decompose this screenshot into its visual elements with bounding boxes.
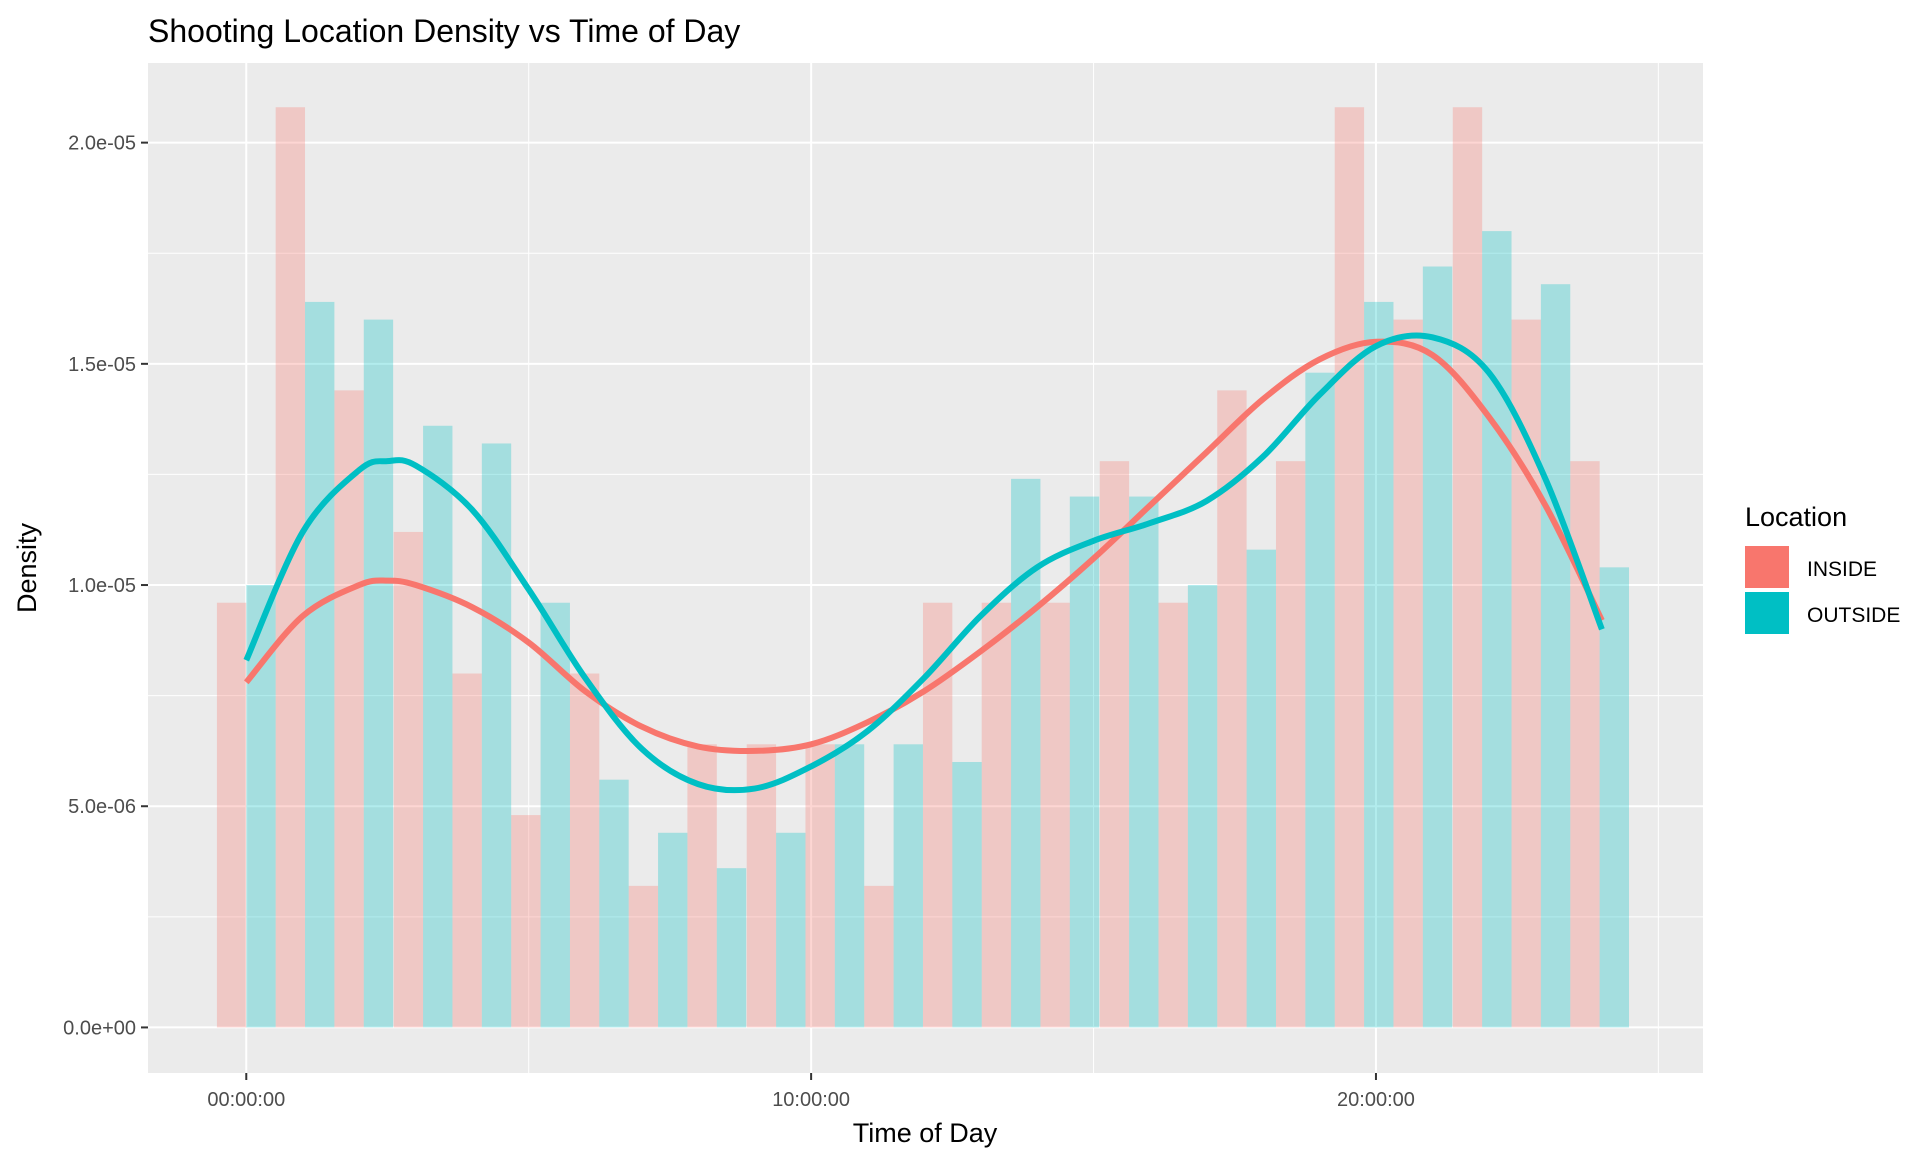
bar-outside [305,301,335,1028]
bar-inside [981,602,1012,1028]
bar-inside [687,744,717,1028]
y-tick-label: 5.0e-06 [68,796,136,818]
density-curves [243,332,1605,794]
y-axis-title: Density [12,522,42,613]
bar-outside [1187,585,1218,1028]
bar-inside [1217,390,1247,1028]
bar-outside [1482,231,1512,1028]
bar-outside [893,744,923,1028]
bar-inside [216,602,247,1028]
chart-title: Shooting Location Density vs Time of Day [148,13,740,49]
bar-outside [834,744,865,1028]
y-tick-label: 1.5e-05 [68,354,136,376]
bar-outside [423,425,453,1028]
bar-inside [1275,461,1306,1028]
axis-ticks [141,141,1377,1080]
bar-outside [1246,549,1276,1028]
bar-inside [452,673,482,1028]
legend: Location INSIDE OUTSIDE [1745,502,1900,634]
x-axis-tick-labels: 00:00:00 10:00:00 20:00:00 [207,1089,1415,1111]
bar-outside [1540,284,1571,1028]
bar-inside [628,885,659,1028]
legend-title: Location [1745,502,1847,532]
bar-outside [1129,496,1159,1028]
bar-inside [1393,319,1423,1028]
bar-outside [1069,496,1100,1028]
bar-inside [334,390,364,1028]
bar-outside [599,779,629,1028]
bar-inside [1099,461,1130,1028]
bar-outside [1599,567,1630,1028]
bar-inside [1040,602,1070,1028]
bar-inside [1158,602,1188,1028]
bar-inside [1511,319,1541,1028]
bar-outside [952,761,982,1028]
major-gridlines [148,63,1703,1073]
bar-inside [805,744,835,1028]
bar-outside [363,319,394,1028]
x-tick-label: 20:00:00 [1337,1089,1415,1111]
density-curve-outside [243,332,1605,794]
bar-inside [275,107,306,1028]
bar-outside [1422,266,1453,1028]
bar-inside [864,885,894,1028]
minor-gridlines [148,63,1703,1073]
x-tick-label: 00:00:00 [207,1089,285,1111]
bar-inside [393,531,424,1028]
x-axis-title: Time of Day [853,1118,998,1148]
bar-inside [1452,107,1483,1028]
x-tick-label: 10:00:00 [772,1089,850,1111]
bar-outside [658,832,688,1028]
y-tick-label: 1.0e-05 [68,575,136,597]
y-tick-label: 2.0e-05 [68,133,136,155]
bar-outside [776,832,806,1028]
legend-label-inside: INSIDE [1807,558,1877,581]
plot-panel [148,63,1703,1073]
legend-label-outside: OUTSIDE [1807,604,1900,627]
bar-outside [1305,372,1335,1028]
bar-inside [569,673,600,1028]
bar-inside [511,815,541,1028]
legend-key-inside [1745,546,1789,588]
bar-outside [716,868,747,1028]
bar-outside [1011,478,1041,1028]
y-tick-label: 0.0e+00 [63,1017,136,1039]
legend-key-outside [1745,592,1789,634]
bar-outside [246,585,276,1028]
bar-inside [1334,107,1365,1028]
y-axis-tick-labels: 0.0e+00 5.0e-06 1.0e-05 1.5e-05 2.0e-05 [63,133,136,1040]
bar-outside [1364,301,1394,1028]
